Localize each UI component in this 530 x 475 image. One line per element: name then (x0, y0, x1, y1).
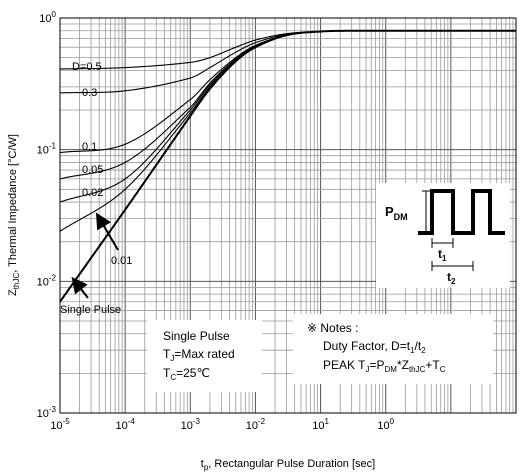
x-tick-label: 101 (312, 417, 329, 432)
y-tick-label: 10-2 (37, 273, 57, 288)
curve-label-01: 0.1 (82, 141, 97, 153)
series-line-6 (59, 29, 516, 303)
curve-label-002: 0.02 (82, 187, 103, 199)
arrow-001 (95, 212, 119, 251)
t2-label: t2 (447, 270, 456, 286)
x-tick-label: 10-4 (115, 417, 135, 432)
y-tick-labels: 100 10-1 10-2 10-3 (37, 10, 57, 420)
pdm-label: PDM (385, 204, 408, 222)
y-tick-label: 100 (39, 10, 56, 25)
arrow-single-pulse (71, 276, 89, 299)
conditions-box (147, 320, 262, 392)
pulse-diagram: PDM t1 t2 (376, 183, 510, 288)
x-tick-label: 10-3 (181, 417, 201, 432)
notes-box (293, 314, 493, 384)
curve-label-single-pulse: Single Pulse (60, 304, 121, 316)
t1-label: t1 (438, 247, 447, 263)
y-axis-title: ZthJC, Thermal Impedance [°C/W] (7, 134, 21, 296)
notes-title: ※ Notes : (307, 321, 358, 335)
notes-peak: PEAK TJ=PDM*ZthJC+TC (323, 358, 446, 374)
x-tick-labels: 10-5 10-4 10-3 10-2 101 100 (50, 417, 394, 432)
conditions-line3: TC=25℃ (163, 366, 210, 382)
curve-label-005: 0.05 (82, 164, 103, 176)
conditions-line2: TJ=Max rated (163, 347, 235, 363)
y-tick-label: 10-1 (37, 142, 57, 157)
conditions-line1: Single Pulse (163, 329, 230, 343)
plot-frame (59, 17, 517, 414)
series-lines (59, 29, 516, 303)
curve-label-001: 0.01 (111, 255, 132, 267)
pulse-waveform (418, 189, 505, 235)
curve-label-d05: D=0.5 (72, 61, 102, 73)
y-tick-label: 10-3 (37, 405, 57, 420)
x-tick-label: 10-2 (246, 417, 266, 432)
notes-duty-factor: Duty Factor, D=t1/t2 (323, 339, 426, 355)
curve-label-03: 0.3 (82, 87, 97, 99)
x-axis-title: tp, Rectangular Pulse Duration [sec] (201, 458, 375, 472)
x-tick-label: 100 (377, 417, 394, 432)
x-tick-label: 10-5 (50, 417, 70, 432)
pulse-diagram-bg (376, 183, 510, 288)
